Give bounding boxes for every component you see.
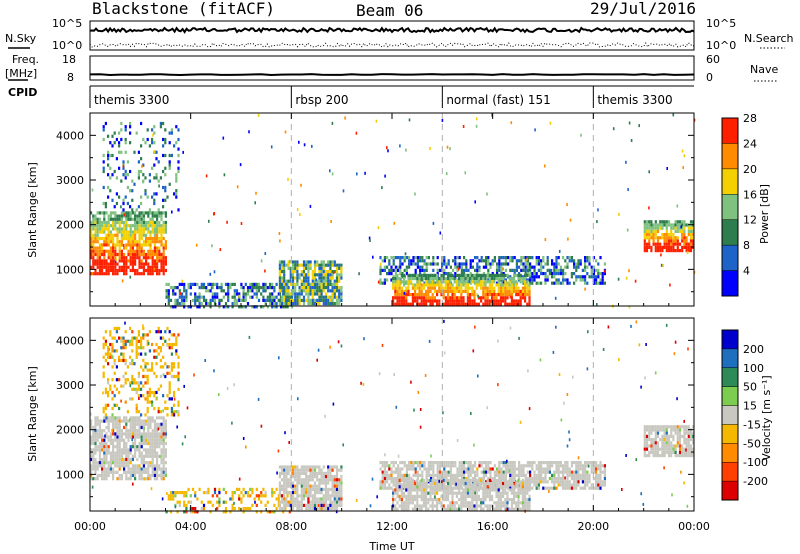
velocity-colorbar-title: Velocity [m s⁻¹] [760,375,773,460]
colorbar-swatch [722,386,738,407]
colorbar-tick-label: 200 [743,343,764,356]
colorbar-swatch [722,143,738,170]
sky-right-tick-bottom: 10^0 [706,39,736,52]
freq-panel: Freq. [MHz] 18 8 60 0 Nave [5,53,778,84]
colorbar-swatch [722,118,738,144]
colorbar-tick-label: 50 [743,381,757,394]
colorbar-swatch [722,462,738,482]
cpid-strip: CPID themis 3300 rbsp 200 normal (fast) 15… [8,85,694,108]
colorbar-tick-label: 16 [743,188,757,201]
x-tick-label: 00:00 [74,520,106,533]
power-colorbar: 4 8 12 16 20 24 28 Power [dB] [721,112,771,297]
colorbar-tick-label: 28 [743,112,757,125]
freq-trace [89,73,695,77]
freq-left-tick-bottom: 8 [67,71,74,84]
sky-left-tick-bottom: 10^0 [52,39,82,52]
y-tick-label: 2000 [56,424,84,437]
y-tick-label: 1000 [56,263,84,276]
time-axis: 00:00 04:00 08:00 12:00 16:00 20:00 00:00 [74,113,710,533]
freq-unit: [MHz] [5,67,37,80]
nsearch-label: N.Search [744,32,794,45]
power-heatmap-panel: 1000 2000 3000 4000 Slant Range [km] [26,112,696,309]
time-axis-label: Time UT [368,540,414,553]
sky-right-tick-top: 10^5 [706,17,736,30]
freq-label: Freq. [12,53,39,66]
colorbar-swatch [722,443,738,463]
cpid-segment-label: normal (fast) 151 [446,93,550,107]
nave-label: Nave [750,63,778,76]
colorbar-tick-label: -100 [743,456,768,469]
colorbar-tick-label: -15 [743,418,761,431]
colorbar-swatch [722,348,738,369]
x-tick-label: 16:00 [477,520,509,533]
x-tick-label: 08:00 [275,520,307,533]
y-tick-label: 4000 [56,129,84,142]
colorbar-swatch [722,219,738,246]
colorbar-swatch [722,481,738,501]
x-tick-label: 12:00 [376,520,408,533]
freq-left-tick-top: 18 [62,53,76,66]
colorbar-swatch [722,245,738,272]
colorbar-swatch [722,424,738,444]
beam-title: Beam 06 [356,1,423,20]
cpid-segment-label: themis 3300 [597,93,672,107]
colorbar-tick-label: 100 [743,362,764,375]
power-cells [90,113,696,309]
x-tick-label: 00:00 [678,520,710,533]
velocity-colorbar: 200 100 50 15 -15 -50 -100 -200 Velocity [m s⁻¹… [721,329,773,501]
colorbar-swatch [722,270,738,297]
y-tick-label: 1000 [56,468,84,481]
nsky-label: N.Sky [5,32,37,45]
y-tick-label: 3000 [56,379,84,392]
y-tick-label: 2000 [56,219,84,232]
x-tick-label: 04:00 [175,520,207,533]
colorbar-tick-label: 8 [743,239,750,252]
date-title: 29/Jul/2016 [590,0,696,18]
colorbar-swatch [722,330,738,350]
freq-right-tick-bottom: 0 [706,71,713,84]
velocity-cells [90,319,695,514]
freq-panel-frame [89,55,695,81]
velocity-ylabel: Slant Range [km] [26,366,39,462]
colorbar-tick-label: 15 [743,400,757,413]
colorbar-tick-label: 20 [743,163,757,176]
colorbar-swatch [722,405,738,425]
colorbar-swatch [722,367,738,388]
sky-left-tick-top: 10^5 [52,17,82,30]
cpid-segment-label: themis 3300 [94,93,169,107]
cpid-segment-label: rbsp 200 [295,93,348,107]
y-tick-label: 3000 [56,174,84,187]
nsearch-trace [89,42,695,48]
station-title: Blackstone (fitACF) [92,0,275,18]
power-colorbar-title: Power [dB] [758,184,771,244]
freq-right-tick-top: 60 [706,53,720,66]
sky-panel-frame [89,20,695,51]
colorbar-tick-label: 24 [743,137,757,150]
colorbar-tick-label: -200 [743,475,768,488]
colorbar-swatch [722,168,738,195]
cpid-label: CPID [8,86,37,99]
power-ylabel: Slant Range [km] [26,162,39,258]
y-tick-label: 4000 [56,334,84,347]
sky-panel: N.Sky 10^5 10^0 10^5 10^0 N.Search [5,17,794,52]
colorbar-swatch [722,194,738,221]
colorbar-tick-label: 4 [743,265,750,278]
x-tick-label: 20:00 [577,520,609,533]
colorbar-tick-label: 12 [743,214,757,227]
velocity-heatmap-panel: 1000 2000 3000 4000 Slant Range [km] [26,317,695,514]
colorbar-tick-label: -50 [743,437,761,450]
nsky-trace [89,26,695,34]
